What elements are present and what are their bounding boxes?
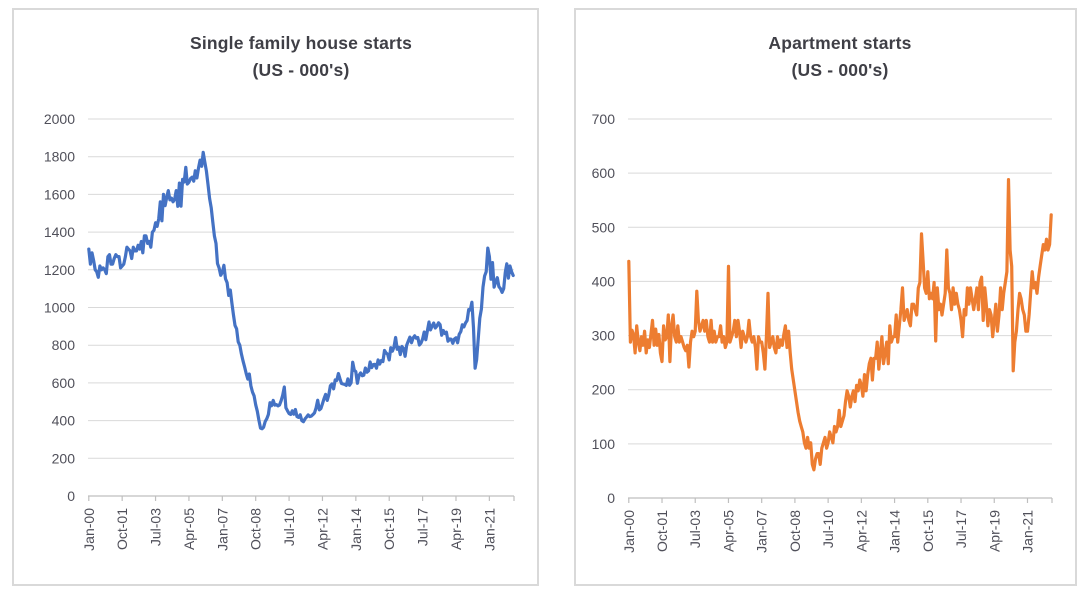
- x-tick-label: Jul-10: [820, 510, 836, 548]
- y-tick-label: 1000: [44, 300, 75, 316]
- y-tick-label: 200: [592, 382, 616, 398]
- y-tick-label: 400: [592, 273, 616, 289]
- y-tick-label: 600: [52, 375, 76, 391]
- chart-title-line1: Apartment starts: [768, 33, 912, 53]
- chart-title-apartment: Apartment starts (US - 000's): [628, 30, 1052, 84]
- y-tick-label: 1200: [44, 262, 75, 278]
- y-tick-label: 1400: [44, 224, 75, 240]
- y-tick-label: 800: [52, 337, 76, 353]
- y-tick-label: 0: [67, 488, 75, 504]
- x-tick-label: Jan-07: [214, 508, 230, 551]
- x-tick-label: Jul-03: [687, 510, 703, 548]
- series-line: [87, 150, 515, 431]
- x-tick-label: Apr-05: [720, 510, 736, 552]
- series-line: [627, 178, 1053, 472]
- y-tick-label: 1800: [44, 149, 75, 165]
- x-tick-label: Oct-08: [248, 508, 264, 550]
- chart-title-line1: Single family house starts: [189, 33, 413, 53]
- x-tick-label: Jul-03: [148, 508, 164, 546]
- chart-title-line2: (US - 000's): [791, 60, 889, 80]
- chart-title-line2: (US - 000's): [252, 60, 350, 80]
- x-tick-label: Apr-19: [448, 508, 464, 550]
- x-tick-label: Jan-07: [754, 510, 770, 553]
- chart-title-single-family: Single family house starts (US - 000's): [88, 30, 514, 84]
- x-tick-label: Jan-14: [348, 508, 364, 551]
- y-tick-label: 500: [592, 219, 616, 235]
- x-tick-label: Oct-01: [114, 508, 130, 550]
- single-family-starts-chart: 2000180016001400120010008006004002000Jan…: [44, 111, 515, 551]
- x-tick-label: Jan-14: [887, 510, 903, 553]
- y-tick-label: 200: [52, 450, 76, 466]
- x-tick-label: Apr-05: [181, 508, 197, 550]
- x-tick-label: Jul-17: [953, 510, 969, 548]
- x-tick-label: Apr-12: [314, 508, 330, 550]
- chart-panel-single-family-starts: 2000 1800 1600 1400 1200 1000 800 600 400 200 0 Jan…: [12, 8, 539, 586]
- y-tick-label: 1600: [44, 186, 75, 202]
- chart-panel-apartment-starts: 700 600 500 400 300 200 100 0 Jan-00 Oct-01 Jul-03…: [574, 8, 1077, 586]
- x-tick-label: Jul-10: [281, 508, 297, 546]
- y-tick-label: 700: [592, 111, 616, 127]
- x-tick-label: Jan-00: [621, 510, 637, 553]
- x-tick-label: Oct-01: [654, 510, 670, 552]
- y-tick-label: 2000: [44, 111, 75, 127]
- y-tick-label: 100: [592, 436, 616, 452]
- x-tick-label: Oct-15: [920, 510, 936, 552]
- x-tick-label: Jan-21: [1019, 510, 1035, 553]
- x-tick-label: Jan-00: [81, 508, 97, 551]
- y-tick-label: 300: [592, 328, 616, 344]
- x-tick-label: Apr-12: [853, 510, 869, 552]
- y-tick-label: 400: [52, 413, 76, 429]
- x-tick-label: Oct-08: [787, 510, 803, 552]
- x-tick-label: Jul-17: [415, 508, 431, 546]
- x-tick-label: Jan-21: [481, 508, 497, 551]
- x-tick-label: Apr-19: [986, 510, 1002, 552]
- apartment-starts-chart: 700 600 500 400 300 200 100 0 Jan-00 Oct-01 Jul-03…: [592, 111, 1053, 553]
- y-tick-label: 0: [607, 490, 615, 506]
- y-tick-label: 600: [592, 165, 616, 181]
- x-tick-label: Oct-15: [381, 508, 397, 550]
